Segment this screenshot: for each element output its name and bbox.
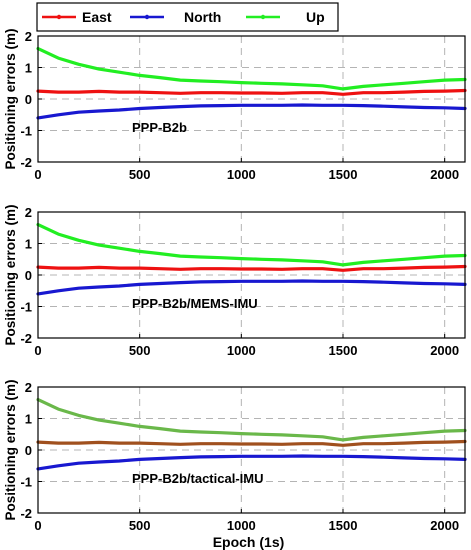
panel-annotation: PPP-B2b/MEMS-IMU (132, 296, 258, 311)
y-tick-label: 2 (25, 205, 32, 220)
y-tick-label: -2 (20, 155, 32, 170)
panel-2: -2 -1 0 1 2 0 500 1000 1500 2000 Positioning error… (3, 204, 467, 358)
y-tick-label: 0 (25, 92, 32, 107)
y-tick-label: -2 (20, 331, 32, 346)
series-line-up (36, 46, 467, 91)
legend-marker-north (144, 14, 150, 20)
x-tick-label: 500 (129, 167, 151, 182)
series-line-up (36, 398, 467, 442)
series-line-east (36, 439, 467, 447)
x-tick-label: 500 (129, 343, 151, 358)
plot-area (38, 212, 465, 338)
legend-marker-up (260, 14, 266, 20)
x-tick-label: 1000 (227, 167, 256, 182)
y-axis-title: Positioning errors (m) (3, 28, 18, 169)
x-tick-label: 1500 (329, 343, 358, 358)
y-tick-label: 1 (25, 412, 32, 427)
x-tick-label: 0 (34, 343, 41, 358)
y-tick-label: -1 (20, 124, 32, 139)
x-tick-label: 2000 (430, 343, 459, 358)
series-line-east (36, 264, 467, 272)
x-tick-label: 0 (34, 518, 41, 533)
series-line-east (36, 88, 467, 96)
plot-area (38, 387, 465, 513)
y-tick-label: 0 (25, 443, 32, 458)
legend-box (36, 2, 339, 32)
y-tick-label: -1 (20, 475, 32, 490)
y-tick-label: 1 (25, 237, 32, 252)
y-tick-label: 2 (25, 380, 32, 395)
x-tick-label: 500 (129, 518, 151, 533)
panel-3: -2 -1 0 1 2 0 500 1000 1500 2000 Positioning error… (3, 379, 467, 550)
y-axis-title: Positioning errors (m) (3, 379, 18, 520)
series-line-north (36, 279, 467, 296)
plot-area (38, 36, 465, 162)
series-line-north (36, 103, 467, 120)
x-tick-label: 1000 (227, 343, 256, 358)
y-tick-label: -2 (20, 506, 32, 521)
x-tick-label: 1500 (329, 518, 358, 533)
legend-marker-east (56, 14, 62, 20)
panel-annotation: PPP-B2b (132, 120, 187, 135)
x-tick-label: 1000 (227, 518, 256, 533)
series-line-north (36, 454, 467, 471)
y-tick-label: 1 (25, 61, 32, 76)
x-tick-label: 2000 (430, 167, 459, 182)
x-axis-title: Epoch (1s) (213, 534, 285, 550)
panel-annotation: PPP-B2b/tactical-IMU (132, 471, 263, 486)
x-tick-label: 0 (34, 167, 41, 182)
y-tick-label: 2 (25, 29, 32, 44)
legend-label-up: Up (306, 9, 325, 25)
y-axis-title: Positioning errors (m) (3, 204, 18, 345)
legend-label-east: East (82, 9, 112, 25)
y-tick-label: 0 (25, 268, 32, 283)
legend-label-north: North (184, 9, 221, 25)
x-tick-label: 1500 (329, 167, 358, 182)
series-line-up (36, 223, 467, 267)
legend: East North Up (36, 2, 339, 32)
x-tick-label: 2000 (430, 518, 459, 533)
y-tick-label: -1 (20, 300, 32, 315)
panel-1: -2 -1 0 1 2 0 500 1000 1500 2000 Positioning error… (3, 28, 467, 182)
